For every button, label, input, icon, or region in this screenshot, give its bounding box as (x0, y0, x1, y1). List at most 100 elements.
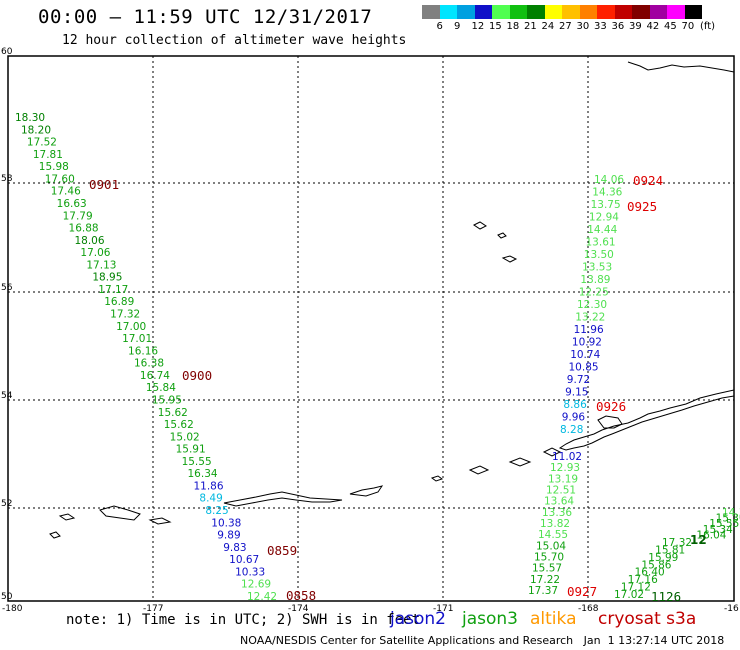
swh-label-track-c: 12.51 (546, 485, 576, 497)
legend-swatch-12 (632, 5, 650, 19)
swh-label-track-d: 17.32 (662, 537, 692, 549)
swh-label-track-b: 11.96 (574, 324, 604, 336)
swh-label-track-d: 15.81 (655, 544, 685, 556)
time-label: 0926 (596, 399, 626, 414)
swh-label-track-a: 16.34 (188, 468, 218, 480)
unimak-island (597, 415, 623, 429)
swh-label-track-b: 13.89 (580, 274, 610, 286)
legend-swatch-9 (579, 5, 597, 19)
legend-label-11: 36 (611, 21, 625, 32)
time-label: 0927 (567, 584, 597, 599)
time-label: 0925 (627, 199, 657, 214)
swh-label-track-b: 13.75 (591, 199, 621, 211)
swh-label-track-c: 13.19 (548, 473, 578, 485)
swh-label-track-a: 17.46 (51, 186, 81, 198)
swh-label-track-c: 11.02 (552, 451, 582, 463)
legend-swatch-1 (439, 5, 457, 19)
swh-label-track-a: 8.25 (205, 505, 228, 517)
lon-label: -171 (433, 604, 453, 614)
legend-label-12: 39 (629, 21, 642, 32)
legend-swatch-5 (509, 5, 527, 19)
swh-label-track-b: 12.94 (589, 212, 619, 224)
swh-label-track-b: 8.86 (563, 399, 587, 411)
legend-swatch-3 (474, 5, 492, 19)
swh-label-track-e: 15.34 (703, 524, 733, 536)
lat-label: 52 (1, 499, 12, 509)
swh-label-track-a: 10.67 (229, 554, 259, 566)
near-islands-1 (99, 505, 141, 521)
swh-label-track-a: 15.55 (182, 456, 212, 468)
swh-label-track-a: 16.89 (104, 296, 134, 308)
swh-label-track-a: 10.38 (211, 517, 241, 529)
swh-label-track-a: 16.88 (69, 223, 99, 235)
lon-label: -177 (143, 604, 163, 614)
swh-label-track-b: 13.61 (586, 237, 616, 249)
swh-label-track-e: 14.39 (722, 507, 740, 519)
swh-label-track-c: 17.22 (530, 574, 560, 586)
islands-4-mountains (430, 475, 444, 482)
swh-label-track-c: 15.57 (532, 563, 562, 575)
swh-label-track-a: 16.38 (134, 358, 164, 370)
legend-label-4: 15 (489, 21, 502, 32)
time-label: 0901 (89, 177, 119, 192)
swh-label-track-a: 17.17 (98, 284, 128, 296)
legend-swatch-2 (457, 5, 475, 19)
legend-label-5: 18 (506, 21, 520, 32)
swh-label-track-d: 15.86 (641, 559, 671, 571)
legend-unit-label: (ft) (700, 21, 716, 32)
swh-label-track-a: 18.20 (21, 124, 51, 136)
swh-label-track-a: 17.01 (122, 333, 152, 345)
swh-label-track-b: 14.44 (587, 224, 617, 236)
swh-label-track-a: 15.84 (146, 382, 176, 394)
swh-label-track-a: 17.79 (63, 210, 93, 222)
swh-label-track-a: 15.02 (170, 431, 200, 443)
legend-label-9: 30 (576, 21, 590, 32)
swh-label-track-a: 9.83 (223, 542, 246, 554)
swh-label-track-b: 9.72 (567, 374, 590, 386)
swh-label-track-b: 14.06 (594, 174, 624, 186)
legend-swatch-11 (614, 5, 632, 19)
time-label: 0859 (267, 543, 297, 558)
swh-label-track-a: 12.69 (241, 579, 271, 591)
near-islands-3 (49, 531, 61, 539)
swh-label-track-b: 10.92 (572, 337, 602, 349)
swh-label-track-b: 8.28 (560, 424, 583, 436)
swh-label-track-a: 10.33 (235, 566, 265, 578)
pribilof-island-3 (501, 255, 518, 263)
swh-label-track-b: 10.85 (569, 362, 599, 374)
swh-label-track-a: 9.89 (217, 530, 240, 542)
swh-label-track-a: 17.00 (116, 321, 146, 333)
swh-label-track-c: 14.55 (538, 529, 568, 541)
rat-adak-chain (223, 491, 343, 507)
swh-label-track-b: 12.25 (579, 287, 609, 299)
swh-label-track-a: 15.62 (158, 407, 188, 419)
fox-islands-2 (508, 457, 532, 467)
swh-label-track-a: 16.74 (140, 370, 170, 382)
lat-label: 58 (1, 174, 13, 184)
swh-label-track-d: 16.40 (635, 567, 665, 579)
near-islands-4 (148, 517, 172, 525)
legend-label-15: 70 (681, 21, 695, 32)
swh-label-track-b: 10.74 (570, 349, 600, 361)
legend-jason2: jason2 (390, 609, 446, 629)
fox-islands-1 (542, 447, 562, 457)
swh-label-track-e: 12 (690, 533, 707, 547)
lon-label: -180 (2, 604, 23, 614)
swh-label-track-d: 15.99 (648, 552, 678, 564)
pribilof-island-1 (473, 221, 487, 230)
legend-swatch-8 (562, 5, 580, 19)
color-legend-bar (422, 5, 702, 19)
swh-label-track-a: 16.16 (128, 345, 158, 357)
time-label: 0900 (182, 368, 212, 383)
swh-label-track-a: 11.86 (193, 480, 223, 492)
swh-label-track-d: 17.12 (621, 582, 651, 594)
swh-label-track-d: 17.16 (628, 574, 658, 586)
legend-swatch-4 (492, 5, 510, 19)
legend-swatch-14 (667, 5, 685, 19)
swh-label-track-e: 15.30 (716, 513, 740, 525)
swh-label-track-a: 17.60 (45, 173, 75, 185)
swh-label-track-e: 15.55 (709, 518, 739, 530)
legend-swatch-6 (527, 5, 545, 19)
legend-label-1: 6 (436, 21, 443, 32)
